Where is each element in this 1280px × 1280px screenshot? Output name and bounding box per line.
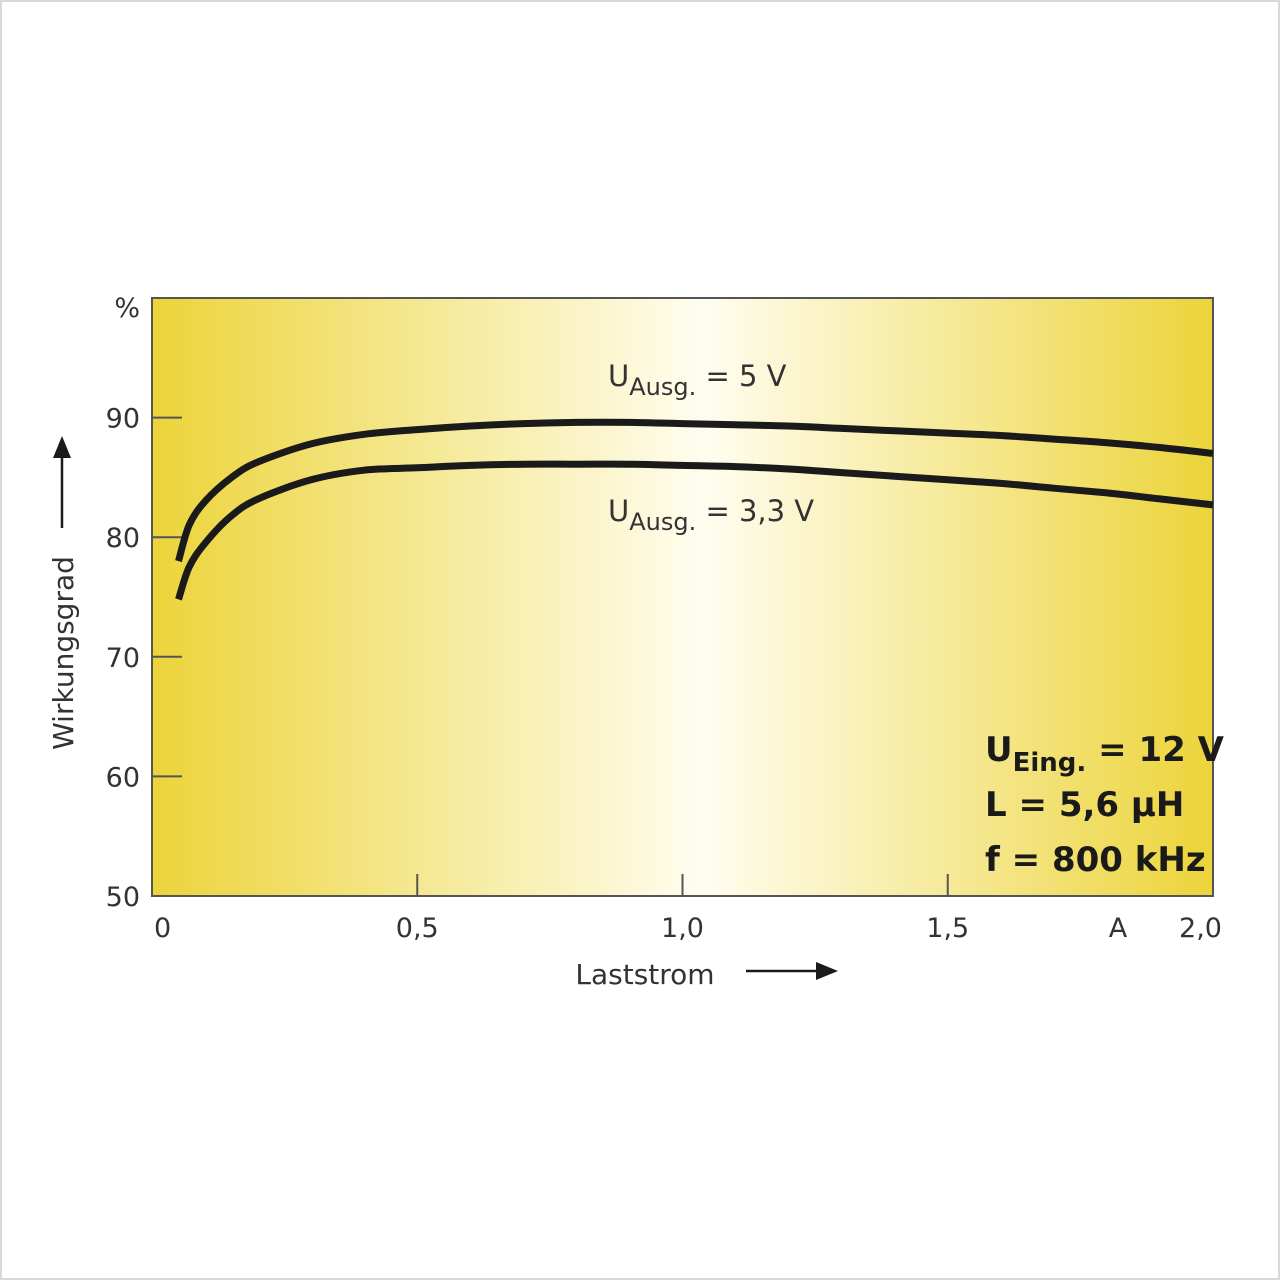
series-label-3v3-main: U: [608, 494, 629, 528]
param-frequency: f = 800 kHz: [985, 840, 1206, 880]
axis-ticks: 50 60 70 80 90 0 0,5 1,0 1,5 2,0: [106, 404, 1222, 944]
y-axis-title: Wirkungsgrad: [47, 556, 80, 750]
series-label-5v-main: U: [608, 359, 629, 393]
x-tick-label: 1,0: [661, 913, 704, 944]
series-label-3v3-rest: = 3,3 V: [696, 494, 814, 528]
series-label-3v3-sub: Ausg.: [629, 508, 696, 536]
series-label-3v3: UAusg. = 3,3 V: [608, 494, 814, 536]
param-input-voltage-rest: = 12 V: [1086, 730, 1224, 770]
param-input-voltage: UEing. = 12 V: [985, 730, 1225, 778]
series-label-5v-sub: Ausg.: [629, 373, 696, 401]
y-axis-arrow-head: [53, 436, 71, 458]
series-line-3v3: [175, 460, 1214, 601]
plot-area: [151, 297, 1214, 897]
x-unit-label: A: [1109, 913, 1128, 944]
y-tick-label: 60: [106, 762, 140, 793]
y-tick-label: 50: [106, 882, 140, 913]
x-axis-arrow-head: [816, 962, 838, 980]
y-unit-label: %: [114, 293, 140, 324]
y-tick-label: 70: [106, 643, 140, 674]
parameter-box: UEing. = 12 V L = 5,6 µH f = 800 kHz: [985, 730, 1225, 880]
series-layer: [175, 418, 1214, 601]
x-tick-label: 1,5: [926, 913, 969, 944]
y-tick-label: 80: [106, 523, 140, 554]
x-axis-title: Laststrom: [575, 958, 714, 991]
series-label-5v: UAusg. = 5 V: [608, 359, 787, 401]
y-tick-label: 90: [106, 404, 140, 435]
x-axis-title-group: Laststrom: [575, 958, 838, 991]
x-tick-label: 0,5: [396, 913, 439, 944]
series-line-5v: [175, 418, 1214, 563]
series-label-5v-rest: = 5 V: [696, 359, 786, 393]
y-axis-title-group: Wirkungsgrad: [47, 436, 80, 750]
param-input-voltage-sub: Eing.: [1013, 748, 1087, 778]
x-tick-label: 0: [154, 913, 171, 944]
param-input-voltage-main: U: [985, 730, 1013, 770]
param-inductance: L = 5,6 µH: [985, 785, 1184, 825]
x-tick-label: 2,0: [1179, 913, 1222, 944]
